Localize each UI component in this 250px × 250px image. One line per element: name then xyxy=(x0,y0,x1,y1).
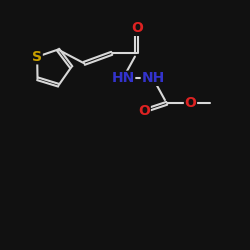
Text: HN: HN xyxy=(111,71,134,85)
Text: O: O xyxy=(131,21,143,35)
Text: S: S xyxy=(32,50,42,64)
Text: O: O xyxy=(138,104,150,118)
Text: O: O xyxy=(184,96,196,110)
Text: NH: NH xyxy=(141,71,165,85)
